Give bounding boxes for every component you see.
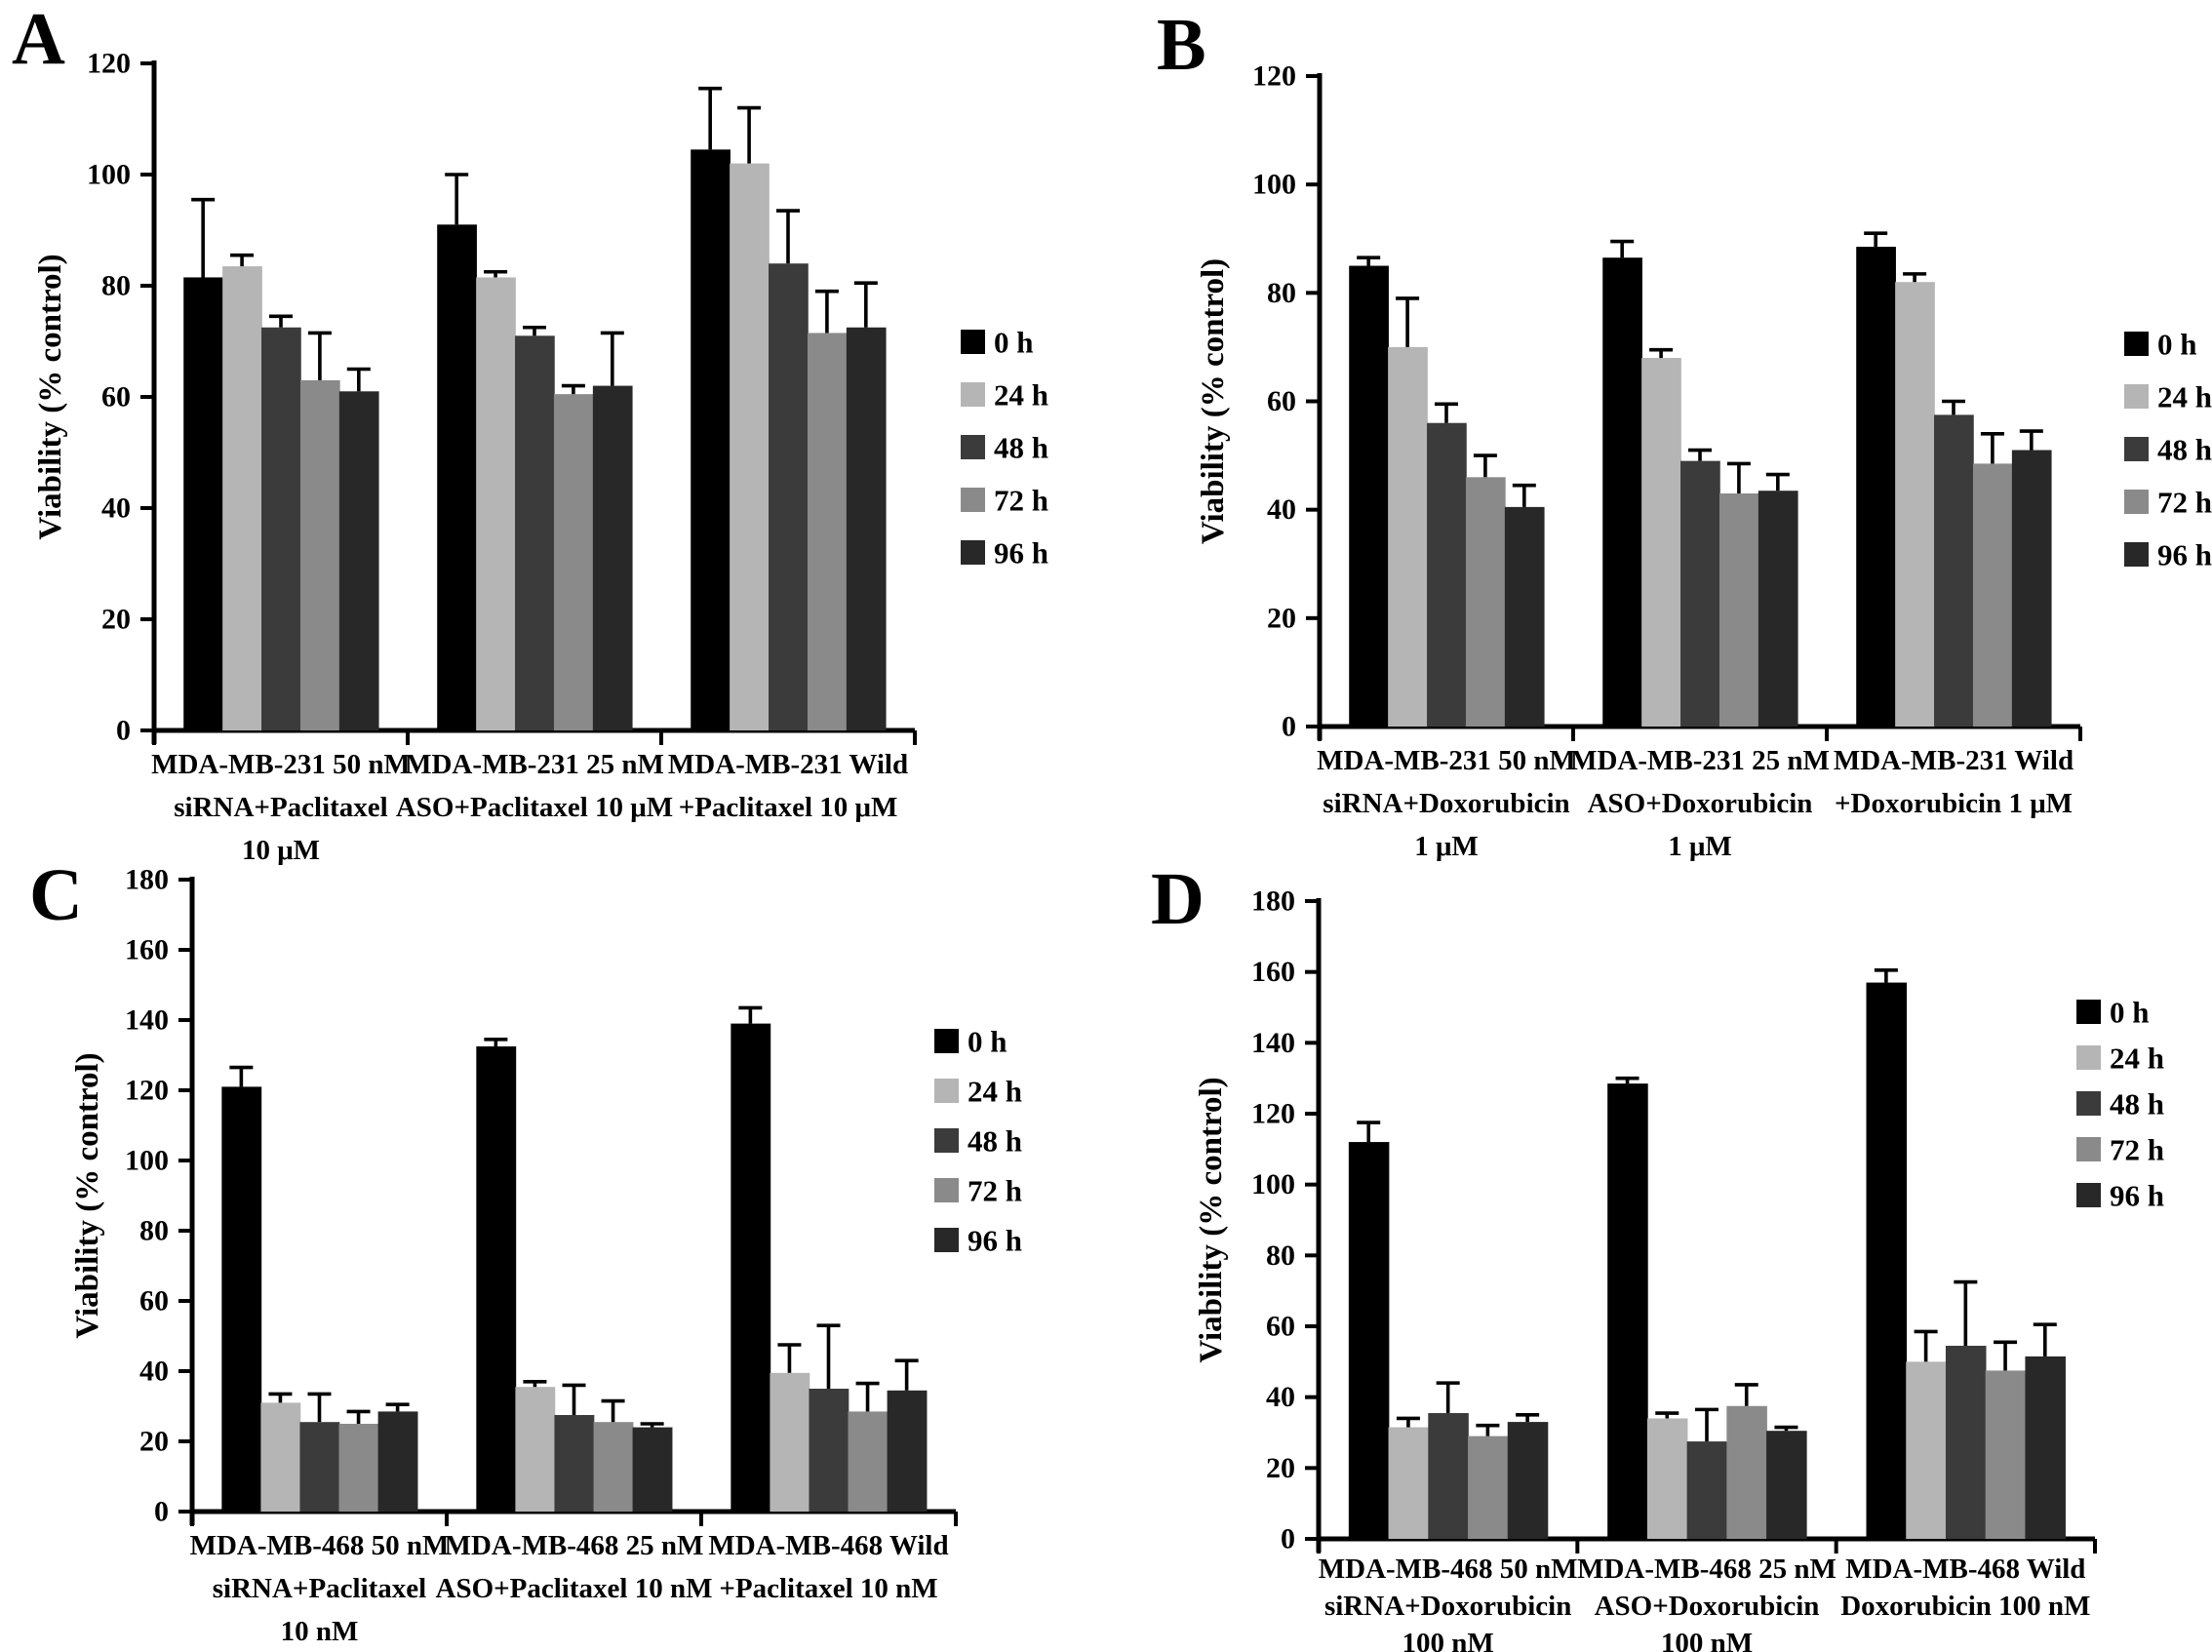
svg-text:120: 120: [1252, 60, 1296, 93]
svg-text:MDA-MB-468 25 nM: MDA-MB-468 25 nM: [1577, 1554, 1837, 1585]
svg-text:24 h: 24 h: [2110, 1042, 2164, 1076]
svg-text:+Paclitaxel 10 μM: +Paclitaxel 10 μM: [679, 792, 898, 823]
svg-text:72 h: 72 h: [968, 1174, 1022, 1208]
svg-text:160: 160: [125, 934, 169, 966]
svg-text:160: 160: [1251, 956, 1295, 988]
svg-text:Viability (% control): Viability (% control): [70, 1052, 105, 1338]
svg-text:60: 60: [139, 1285, 169, 1318]
svg-text:120: 120: [1251, 1098, 1295, 1130]
panel-letter-b: B: [1157, 4, 1206, 86]
svg-text:40: 40: [101, 492, 131, 525]
svg-text:72 h: 72 h: [2110, 1133, 2164, 1167]
svg-text:80: 80: [101, 270, 131, 302]
svg-text:24 h: 24 h: [968, 1075, 1022, 1109]
svg-text:24 h: 24 h: [2157, 380, 2212, 414]
svg-text:100: 100: [87, 159, 131, 191]
svg-text:72 h: 72 h: [994, 484, 1048, 518]
svg-text:40: 40: [1267, 493, 1296, 526]
svg-text:1 μM: 1 μM: [1414, 831, 1479, 862]
svg-text:ASO+Paclitaxel 10 μM: ASO+Paclitaxel 10 μM: [396, 792, 673, 823]
svg-text:100: 100: [1252, 169, 1296, 201]
svg-text:80: 80: [139, 1215, 169, 1247]
svg-text:20: 20: [1266, 1452, 1295, 1484]
svg-text:+Paclitaxel 10 nM: +Paclitaxel 10 nM: [719, 1573, 937, 1604]
svg-text:60: 60: [1266, 1311, 1295, 1343]
svg-text:siRNA+Doxorubicin: siRNA+Doxorubicin: [1323, 788, 1569, 819]
svg-text:72 h: 72 h: [2157, 486, 2212, 520]
svg-text:140: 140: [125, 1004, 169, 1037]
svg-text:80: 80: [1266, 1239, 1295, 1272]
svg-text:80: 80: [1267, 277, 1296, 309]
svg-text:0: 0: [1281, 1523, 1295, 1555]
svg-text:0 h: 0 h: [2157, 328, 2197, 362]
svg-text:+Doxorubicin 1 μM: +Doxorubicin 1 μM: [1835, 788, 2073, 819]
svg-text:180: 180: [1251, 885, 1295, 918]
svg-text:180: 180: [125, 864, 169, 896]
svg-text:120: 120: [125, 1075, 169, 1107]
svg-text:96 h: 96 h: [2110, 1179, 2164, 1213]
svg-text:48 h: 48 h: [968, 1124, 1022, 1159]
svg-text:MDA-MB-231 50 nM: MDA-MB-231 50 nM: [1317, 745, 1576, 776]
svg-text:10 nM: 10 nM: [281, 1616, 359, 1647]
panel-letter-c: C: [29, 854, 83, 936]
svg-text:100: 100: [125, 1145, 169, 1177]
svg-text:MDA-MB-231 25 nM: MDA-MB-231 25 nM: [405, 749, 664, 780]
svg-text:0 h: 0 h: [968, 1025, 1007, 1059]
svg-text:siRNA+Doxorubicin: siRNA+Doxorubicin: [1324, 1591, 1571, 1622]
svg-text:140: 140: [1251, 1027, 1295, 1059]
svg-text:MDA-MB-231 25 nM: MDA-MB-231 25 nM: [1570, 745, 1830, 776]
svg-text:MDA-MB-231 50 nM: MDA-MB-231 50 nM: [151, 749, 411, 780]
svg-text:100: 100: [1251, 1168, 1295, 1200]
svg-text:1 μM: 1 μM: [1668, 831, 1732, 862]
svg-text:100 nM: 100 nM: [1402, 1628, 1494, 1652]
svg-text:ASO+Doxorubicin: ASO+Doxorubicin: [1595, 1591, 1820, 1622]
panel-letter-a: A: [12, 0, 65, 80]
svg-text:Doxorubicin 100 nM: Doxorubicin 100 nM: [1840, 1591, 2090, 1622]
svg-text:Viability (% control): Viability (% control): [1194, 1077, 1229, 1362]
svg-text:96 h: 96 h: [968, 1224, 1022, 1258]
svg-text:20: 20: [139, 1426, 169, 1458]
svg-text:0 h: 0 h: [2110, 996, 2150, 1030]
svg-text:120: 120: [87, 48, 131, 80]
svg-text:100 nM: 100 nM: [1661, 1628, 1753, 1652]
svg-text:40: 40: [1266, 1381, 1295, 1413]
svg-text:MDA-MB-468 25 nM: MDA-MB-468 25 nM: [445, 1530, 704, 1561]
svg-text:24 h: 24 h: [994, 378, 1048, 413]
svg-text:MDA-MB-231 Wild: MDA-MB-231 Wild: [1834, 745, 2074, 776]
svg-text:MDA-MB-468 Wild: MDA-MB-468 Wild: [1845, 1554, 2085, 1585]
svg-text:Viability (% control): Viability (% control): [1196, 258, 1231, 544]
svg-text:ASO+Paclitaxel 10 nM: ASO+Paclitaxel 10 nM: [436, 1573, 713, 1604]
svg-text:40: 40: [139, 1356, 169, 1388]
panel-letter-d: D: [1151, 858, 1205, 940]
svg-text:20: 20: [101, 604, 131, 636]
svg-text:MDA-MB-468 50 nM: MDA-MB-468 50 nM: [190, 1530, 450, 1561]
svg-text:siRNA+Paclitaxel: siRNA+Paclitaxel: [174, 792, 387, 823]
svg-text:48 h: 48 h: [994, 431, 1048, 465]
svg-text:siRNA+Paclitaxel: siRNA+Paclitaxel: [213, 1573, 426, 1604]
svg-text:60: 60: [101, 381, 131, 413]
svg-text:96 h: 96 h: [2157, 538, 2212, 572]
svg-text:20: 20: [1267, 602, 1296, 634]
svg-text:0: 0: [116, 715, 131, 747]
svg-text:MDA-MB-231 Wild: MDA-MB-231 Wild: [668, 749, 908, 780]
svg-text:48 h: 48 h: [2157, 433, 2212, 467]
svg-text:ASO+Doxorubicin: ASO+Doxorubicin: [1588, 788, 1813, 819]
svg-text:MDA-MB-468 50 nM: MDA-MB-468 50 nM: [1319, 1554, 1578, 1585]
svg-text:0 h: 0 h: [994, 326, 1034, 360]
svg-text:MDA-MB-468 Wild: MDA-MB-468 Wild: [708, 1530, 948, 1561]
svg-text:48 h: 48 h: [2110, 1087, 2164, 1121]
svg-text:0: 0: [1282, 711, 1296, 743]
svg-text:10 μM: 10 μM: [242, 835, 320, 866]
svg-text:96 h: 96 h: [994, 536, 1048, 570]
svg-text:60: 60: [1267, 385, 1296, 417]
svg-text:0: 0: [154, 1496, 169, 1528]
svg-text:Viability (% control): Viability (% control): [33, 254, 68, 539]
